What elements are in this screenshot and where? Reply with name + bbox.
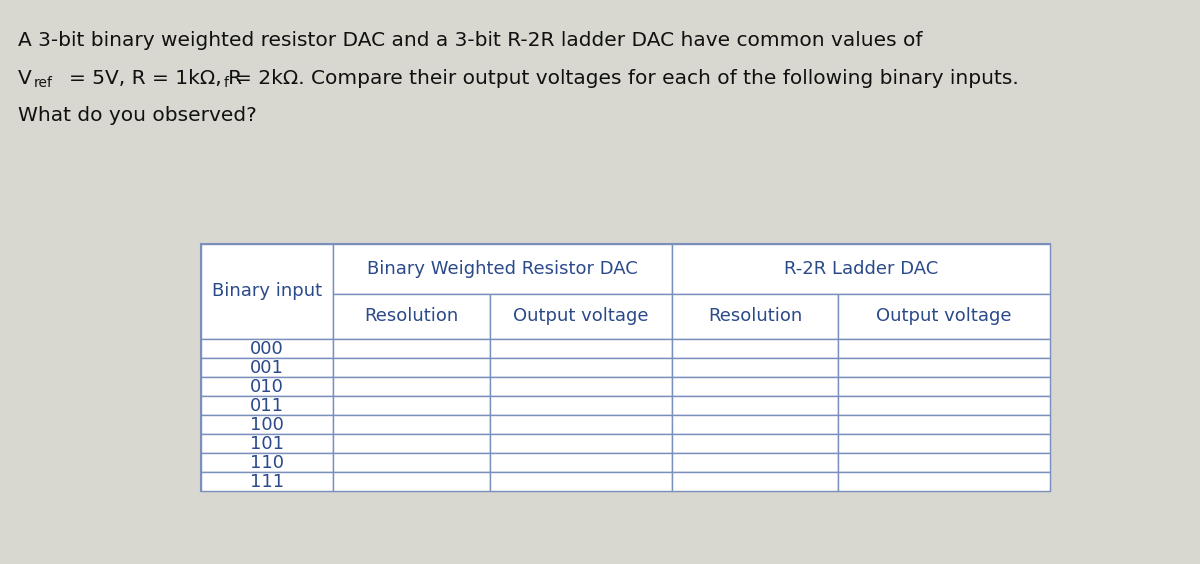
Bar [838,358,1050,377]
Bar [202,472,332,491]
Text: f: f [223,76,228,90]
Bar [672,472,838,491]
Text: Binary Weighted Resistor DAC: Binary Weighted Resistor DAC [367,259,638,277]
Text: 000: 000 [250,340,284,358]
Text: Resolution: Resolution [364,307,458,325]
Bar [672,415,838,434]
Text: 110: 110 [250,453,284,472]
Bar [672,293,838,339]
Bar [838,293,1050,339]
Bar [838,415,1050,434]
Bar [490,339,672,358]
Bar [490,396,672,415]
Text: Output voltage: Output voltage [514,307,649,325]
Text: Binary input: Binary input [212,283,322,301]
Text: 010: 010 [250,378,284,395]
Bar [202,453,332,472]
Bar [490,472,672,491]
Bar [332,472,490,491]
Bar [202,434,332,453]
Text: Output voltage: Output voltage [876,307,1012,325]
Text: 101: 101 [250,435,284,452]
Bar [838,472,1050,491]
Bar [332,377,490,396]
Bar [202,396,332,415]
Bar [332,244,672,293]
Text: 001: 001 [250,359,284,377]
Bar [672,339,838,358]
Text: = 2kΩ. Compare their output voltages for each of the following binary inputs.: = 2kΩ. Compare their output voltages for… [235,69,1019,88]
Bar [332,358,490,377]
Bar [838,339,1050,358]
Bar [672,396,838,415]
Bar [490,293,672,339]
Bar [672,358,838,377]
Bar [332,396,490,415]
Bar [202,339,332,358]
Bar [332,293,490,339]
Bar [490,453,672,472]
Bar [202,244,332,339]
Bar [202,415,332,434]
Bar [672,377,838,396]
Bar [490,415,672,434]
Bar [332,453,490,472]
Bar [672,244,1050,293]
Text: What do you observed?: What do you observed? [18,106,257,125]
Bar [202,244,1050,491]
Text: Resolution: Resolution [708,307,803,325]
Bar [838,453,1050,472]
Bar [838,434,1050,453]
Bar [838,377,1050,396]
Text: A 3-bit binary weighted resistor DAC and a 3-bit R-2R ladder DAC have common val: A 3-bit binary weighted resistor DAC and… [18,31,923,50]
Text: = 5V, R = 1kΩ, R: = 5V, R = 1kΩ, R [70,69,242,88]
Bar [332,415,490,434]
Bar [490,377,672,396]
Text: 111: 111 [250,473,284,491]
Bar [672,453,838,472]
Bar [202,358,332,377]
Bar [490,358,672,377]
Text: R-2R Ladder DAC: R-2R Ladder DAC [784,259,938,277]
Text: V: V [18,69,31,88]
Text: ref: ref [35,76,53,90]
Text: 100: 100 [250,416,284,434]
Bar [838,396,1050,415]
Bar [490,434,672,453]
Text: 011: 011 [250,396,284,415]
Bar [202,377,332,396]
Bar [332,339,490,358]
Bar [332,434,490,453]
Bar [672,434,838,453]
